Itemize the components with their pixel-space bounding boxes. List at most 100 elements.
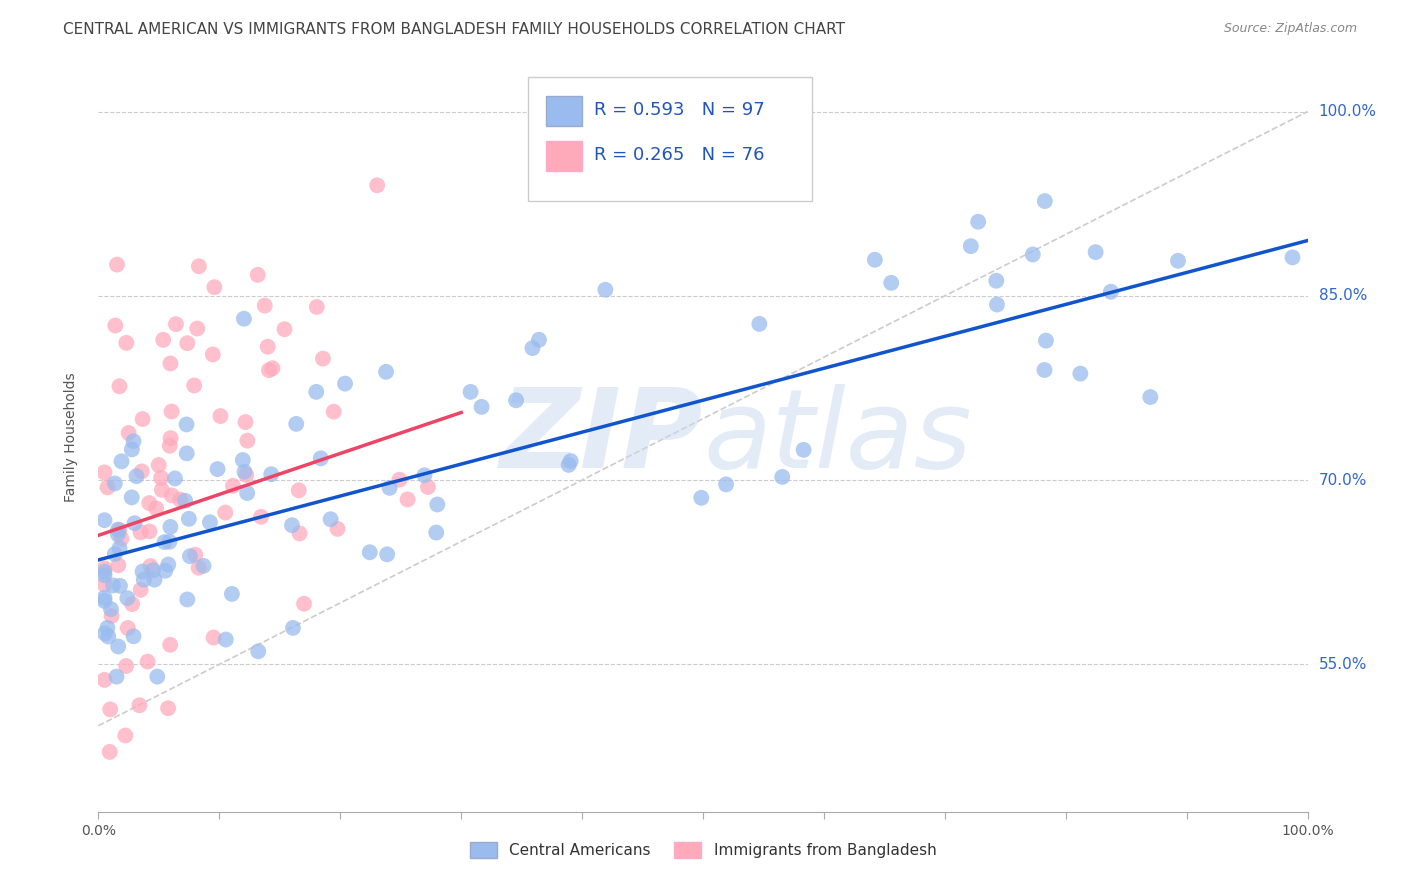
Text: R = 0.265   N = 76: R = 0.265 N = 76 <box>595 145 765 163</box>
Point <box>159 534 181 549</box>
Point <box>187 259 209 273</box>
Text: ZIP: ZIP <box>499 384 703 491</box>
FancyBboxPatch shape <box>546 141 582 171</box>
Point <box>714 477 737 491</box>
Point <box>880 276 903 290</box>
Point <box>93 577 115 591</box>
Point <box>93 594 115 608</box>
Point <box>108 379 131 393</box>
Point <box>131 565 153 579</box>
Point <box>98 702 121 716</box>
Point <box>359 545 381 559</box>
Point <box>319 512 342 526</box>
Point <box>1069 367 1091 381</box>
Point <box>153 535 176 549</box>
Point <box>146 670 169 684</box>
Point <box>1035 334 1057 348</box>
Point <box>222 479 245 493</box>
Point <box>93 673 115 687</box>
Point <box>183 378 205 392</box>
Point <box>233 465 256 479</box>
Point <box>1084 245 1107 260</box>
Point <box>960 239 983 253</box>
Point <box>198 516 221 530</box>
Point <box>104 476 127 491</box>
Point <box>215 632 238 647</box>
Point <box>93 568 115 582</box>
Point <box>129 582 152 597</box>
Point <box>748 317 770 331</box>
Point <box>793 442 815 457</box>
Point <box>121 597 143 611</box>
Point <box>236 434 259 448</box>
Point <box>1281 251 1303 265</box>
Point <box>98 745 121 759</box>
Point <box>93 466 115 480</box>
Point <box>101 578 124 592</box>
Point <box>93 565 115 579</box>
Point <box>257 363 280 377</box>
Point <box>375 547 398 561</box>
Point <box>131 412 153 426</box>
Point <box>425 525 447 540</box>
Text: 55.0%: 55.0% <box>1319 657 1367 672</box>
Point <box>107 640 129 654</box>
Point <box>505 393 527 408</box>
Point <box>236 486 259 500</box>
Point <box>560 454 582 468</box>
Point <box>157 558 180 572</box>
Point <box>117 621 139 635</box>
Text: 100.0%: 100.0% <box>1319 104 1376 119</box>
Point <box>413 468 436 483</box>
Point <box>97 630 120 644</box>
Point <box>1033 194 1056 208</box>
Point <box>287 483 309 498</box>
Point <box>1099 285 1122 299</box>
Point <box>96 480 118 494</box>
Point <box>143 573 166 587</box>
Point <box>770 470 793 484</box>
Point <box>96 621 118 635</box>
Point <box>138 496 160 510</box>
Point <box>117 425 139 440</box>
Point <box>986 297 1008 311</box>
Point <box>93 591 115 605</box>
Point <box>145 501 167 516</box>
Point <box>150 471 173 485</box>
Point <box>967 215 990 229</box>
Point <box>262 361 284 376</box>
Point <box>247 644 270 658</box>
Point <box>232 453 254 467</box>
Point <box>150 483 173 497</box>
Point <box>121 491 143 505</box>
Point <box>108 523 131 537</box>
Point <box>100 609 122 624</box>
Point <box>122 629 145 643</box>
Point <box>176 446 198 460</box>
Point <box>138 524 160 539</box>
Point <box>285 417 308 431</box>
Point <box>176 417 198 432</box>
Point <box>160 488 183 502</box>
Point <box>209 409 232 423</box>
Point <box>148 458 170 472</box>
Point <box>202 631 225 645</box>
Point <box>595 283 617 297</box>
Point <box>187 560 209 574</box>
Point <box>129 525 152 540</box>
Point <box>250 509 273 524</box>
Point <box>124 516 146 531</box>
Point <box>122 434 145 449</box>
Text: Source: ZipAtlas.com: Source: ZipAtlas.com <box>1223 22 1357 36</box>
Point <box>1022 247 1045 261</box>
Point <box>121 442 143 457</box>
Point <box>460 384 482 399</box>
Point <box>232 311 254 326</box>
Point <box>305 300 328 314</box>
FancyBboxPatch shape <box>546 96 582 126</box>
Point <box>152 333 174 347</box>
Point <box>366 178 388 193</box>
Point <box>176 592 198 607</box>
Legend: Central Americans, Immigrants from Bangladesh: Central Americans, Immigrants from Bangl… <box>464 836 942 864</box>
Point <box>207 462 229 476</box>
